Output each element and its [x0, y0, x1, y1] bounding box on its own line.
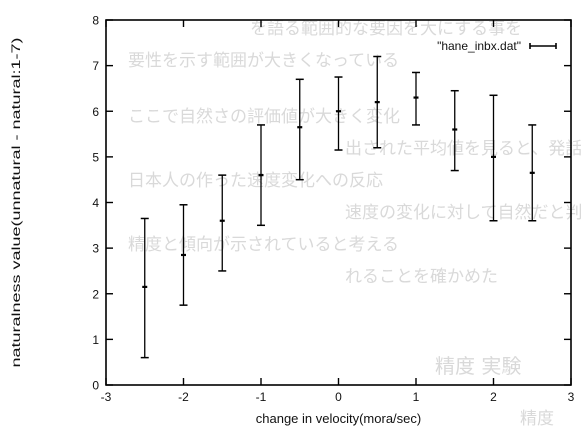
background-text-line: ここで自然さの評価値が大きく変化 [128, 107, 400, 127]
background-text-line: 要性を示す範囲が大きくなっている [128, 51, 400, 71]
background-text-line: れることを確かめた [345, 267, 498, 287]
y-tick-label: 5 [92, 150, 99, 164]
y-tick-label: 8 [92, 14, 99, 28]
x-tick-label: -2 [178, 390, 189, 404]
y-tick-label: 6 [92, 105, 99, 119]
background-section-heading: 精度 実験 [435, 354, 522, 378]
error-bars [140, 55, 537, 359]
y-tick-label: 0 [92, 379, 99, 393]
x-tick-label: 0 [335, 390, 342, 404]
y-axis-label: naturalness value(unnatural - natural:1-… [9, 37, 23, 367]
x-tick-label: -1 [256, 390, 267, 404]
y-tick-labels: 0 1 2 3 4 5 6 7 8 [92, 14, 99, 393]
y-tick-label: 7 [92, 59, 99, 73]
x-tick-labels: -3 -2 -1 0 1 2 3 [101, 390, 575, 404]
y-tick-label: 1 [92, 333, 99, 347]
x-tick-label: 1 [413, 390, 420, 404]
x-axis-label: change in velocity(mora/sec) [256, 411, 421, 426]
background-text-line: 精度 [520, 409, 554, 429]
legend: "hane_inbx.dat" [437, 39, 557, 53]
legend-label: "hane_inbx.dat" [437, 39, 521, 53]
y-tick-label: 2 [92, 287, 99, 301]
plot-frame [105, 19, 572, 386]
background-text-line: 精度と傾向が示されていると考える [128, 235, 399, 255]
data-points [142, 96, 535, 289]
x-tick-label: -3 [101, 390, 112, 404]
x-tick-label: 3 [568, 390, 575, 404]
axis-ticks [105, 19, 572, 386]
y-tick-label: 4 [92, 196, 99, 210]
background-text-line: 日本人の作った速度変化への反応 [128, 171, 383, 191]
background-text-line: 速度の変化に対して自然だと判断 [345, 203, 581, 223]
y-tick-label: 3 [92, 242, 99, 256]
background-text-line: 出された平均値を見ると、発話 [345, 139, 581, 159]
background-text-line: を語る範囲的な要因を大にする事を [250, 19, 523, 39]
x-tick-label: 2 [490, 390, 497, 404]
